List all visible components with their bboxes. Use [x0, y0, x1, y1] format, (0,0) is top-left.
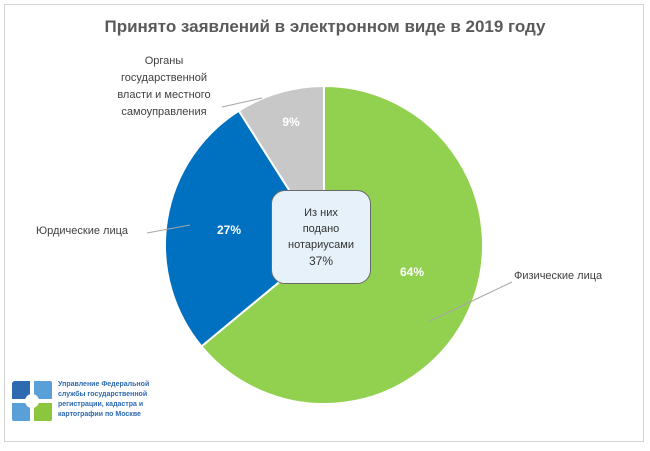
leader-line-yuridicheskie [146, 224, 191, 234]
data-label-organy: 9% [282, 115, 300, 129]
category-label-fizicheskie: Физические лица [514, 270, 603, 282]
organization-name-line: регистрации, кадастра и [58, 401, 144, 408]
leader-line-organy [221, 97, 263, 108]
organization-name-line: картографии по Москве [58, 411, 141, 418]
center-note-box: Из них подано нотариусами 37% [271, 190, 371, 284]
center-note-line: Из них [304, 207, 338, 219]
category-label-organy: Органы государственной власти и местного… [106, 53, 222, 121]
chart-title: Принято заявлений в электронном виде в 2… [104, 17, 546, 36]
leader-line-fizicheskie [429, 281, 513, 322]
pie-slice-yuridicheskie [164, 109, 326, 348]
data-label-fizicheskie: 64% [400, 265, 424, 279]
category-label-yuridicheskie: Юрдические лица [36, 225, 129, 237]
category-label-organy-line: власти и местного [117, 89, 211, 101]
category-label-organy-line: государственной [121, 72, 207, 84]
category-label-organy-line: Органы [144, 55, 184, 67]
center-note-line: нотариусами [288, 239, 354, 251]
center-note-line: подано [302, 223, 340, 235]
data-label-yuridicheskie: 27% [217, 223, 241, 237]
organization-name-line: Управление Федеральной [58, 381, 150, 388]
rosreestr-logo-icon [12, 381, 52, 421]
category-label-organy-line: самоуправления [121, 106, 207, 118]
organization-name: Управление Федеральной службы государств… [58, 380, 168, 420]
center-note-value: 37% [308, 254, 334, 268]
organization-name-line: службы государственной [58, 391, 148, 398]
leader-lines [146, 97, 513, 322]
